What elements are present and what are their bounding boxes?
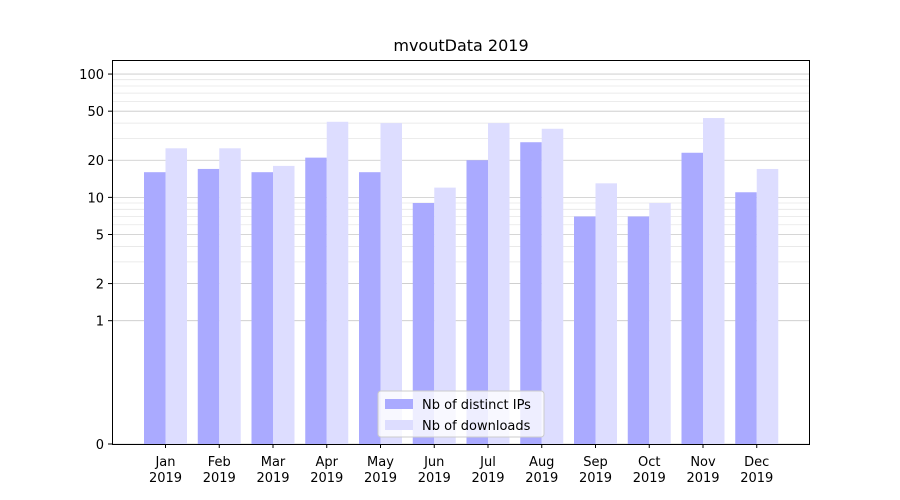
x-tick-label-year: 2019: [740, 471, 773, 486]
x-tick-label-month: Jan: [154, 455, 175, 470]
bar-downloads: [595, 183, 617, 444]
x-tick-label-year: 2019: [149, 471, 182, 486]
bar-downloads: [219, 148, 241, 444]
x-tick-label-month: Oct: [638, 455, 660, 470]
y-tick-label: 5: [96, 228, 104, 243]
bar-distinct-ips: [681, 152, 703, 444]
bar-distinct-ips: [627, 216, 650, 444]
bar-distinct-ips: [251, 172, 273, 445]
bar-distinct-ips: [359, 172, 381, 445]
legend-label: Nb of distinct IPs: [422, 398, 531, 413]
bar-distinct-ips: [412, 203, 435, 444]
legend-swatch: [385, 399, 413, 409]
x-tick-label-year: 2019: [633, 471, 666, 486]
y-tick-label: 10: [87, 191, 104, 206]
y-tick-label: 20: [87, 154, 104, 169]
bar-downloads: [273, 165, 295, 444]
bar-downloads: [434, 187, 456, 445]
x-tick-label-year: 2019: [203, 471, 236, 486]
bar-distinct-ips: [466, 160, 488, 444]
y-axis: 0 1 2 5 10 20 50 100: [79, 68, 112, 453]
plot-frame: [112, 60, 810, 445]
legend: Nb of distinct IPs Nb of downloads: [377, 390, 545, 438]
y-tick-label: 100: [79, 68, 104, 83]
x-tick-label-month: Mar: [261, 455, 286, 470]
x-tick-label-month: Feb: [208, 455, 231, 470]
bar-downloads: [488, 123, 510, 444]
x-tick-label-month: Jul: [479, 455, 496, 470]
bar-downloads: [326, 121, 349, 444]
x-tick-label-month: Apr: [316, 455, 339, 470]
x-tick-label-month: Aug: [529, 455, 554, 470]
x-tick-label-year: 2019: [471, 471, 504, 486]
x-tick-label-month: Nov: [690, 455, 716, 470]
y-tick-label: 0: [96, 438, 104, 453]
bar-downloads: [541, 128, 564, 444]
bar-distinct-ips: [197, 168, 220, 444]
x-tick-label-year: 2019: [525, 471, 558, 486]
bar-distinct-ips: [305, 157, 327, 444]
x-axis: Jan2019Feb2019Mar2019Apr2019May2019Jun20…: [149, 444, 773, 486]
bar-downloads: [165, 148, 187, 444]
legend-swatch: [385, 420, 413, 430]
y-tick-label: 50: [87, 105, 104, 120]
x-tick-label-month: Jun: [423, 455, 444, 470]
x-tick-label-year: 2019: [418, 471, 451, 486]
bar-distinct-ips: [520, 142, 542, 444]
y-tick-label: 2: [96, 278, 104, 293]
y-tick-label: 1: [96, 315, 104, 330]
x-tick-label-year: 2019: [256, 471, 289, 486]
bar-distinct-ips: [735, 192, 757, 444]
legend-box: [377, 390, 545, 438]
x-tick-label-year: 2019: [686, 471, 719, 486]
x-tick-label-month: May: [367, 455, 394, 470]
x-tick-label-year: 2019: [364, 471, 397, 486]
bar-downloads: [649, 203, 671, 444]
x-tick-label-year: 2019: [579, 471, 612, 486]
bar-downloads: [380, 123, 402, 444]
bar-distinct-ips: [144, 172, 166, 445]
bar-downloads: [703, 118, 725, 445]
x-tick-label-month: Dec: [744, 455, 769, 470]
x-tick-label-year: 2019: [310, 471, 343, 486]
bar-downloads: [756, 168, 779, 444]
bar-distinct-ips: [574, 216, 596, 444]
bars-layer: [144, 118, 779, 445]
legend-label: Nb of downloads: [422, 419, 531, 434]
x-tick-label-month: Sep: [583, 455, 608, 470]
chart-title: mvoutData 2019: [393, 36, 528, 55]
